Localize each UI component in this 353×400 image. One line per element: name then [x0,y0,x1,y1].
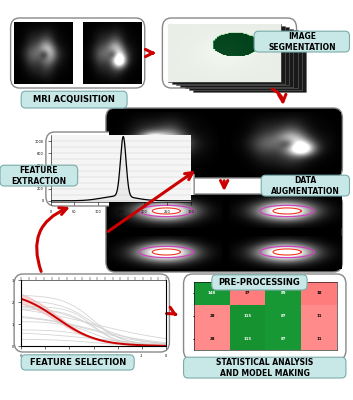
FancyBboxPatch shape [21,91,127,108]
FancyBboxPatch shape [176,27,289,85]
FancyBboxPatch shape [14,274,169,352]
Text: STATISTICAL ANALYSIS
AND MODEL MAKING: STATISTICAL ANALYSIS AND MODEL MAKING [216,358,313,378]
FancyBboxPatch shape [185,30,298,88]
FancyBboxPatch shape [106,194,342,272]
FancyBboxPatch shape [261,175,349,196]
Text: MRI ACQUISITION: MRI ACQUISITION [33,95,115,104]
FancyBboxPatch shape [11,18,145,88]
FancyBboxPatch shape [46,132,194,206]
FancyBboxPatch shape [212,275,307,290]
FancyBboxPatch shape [106,108,342,178]
FancyBboxPatch shape [172,26,285,84]
FancyBboxPatch shape [162,18,297,88]
FancyBboxPatch shape [189,32,302,90]
FancyBboxPatch shape [168,24,281,82]
FancyBboxPatch shape [184,274,346,360]
FancyBboxPatch shape [254,31,349,52]
FancyBboxPatch shape [193,34,306,92]
FancyBboxPatch shape [21,355,134,370]
Text: FEATURE SELECTION: FEATURE SELECTION [30,358,126,367]
FancyBboxPatch shape [184,357,346,378]
FancyBboxPatch shape [180,29,293,87]
Text: FEATURE
EXTRACTION: FEATURE EXTRACTION [11,166,66,186]
Text: IMAGE
SEGMENTATION: IMAGE SEGMENTATION [268,32,336,52]
Text: DATA
AUGMENTATION: DATA AUGMENTATION [271,176,340,196]
Text: PRE-PROCESSING: PRE-PROCESSING [219,278,300,287]
FancyBboxPatch shape [0,165,78,186]
